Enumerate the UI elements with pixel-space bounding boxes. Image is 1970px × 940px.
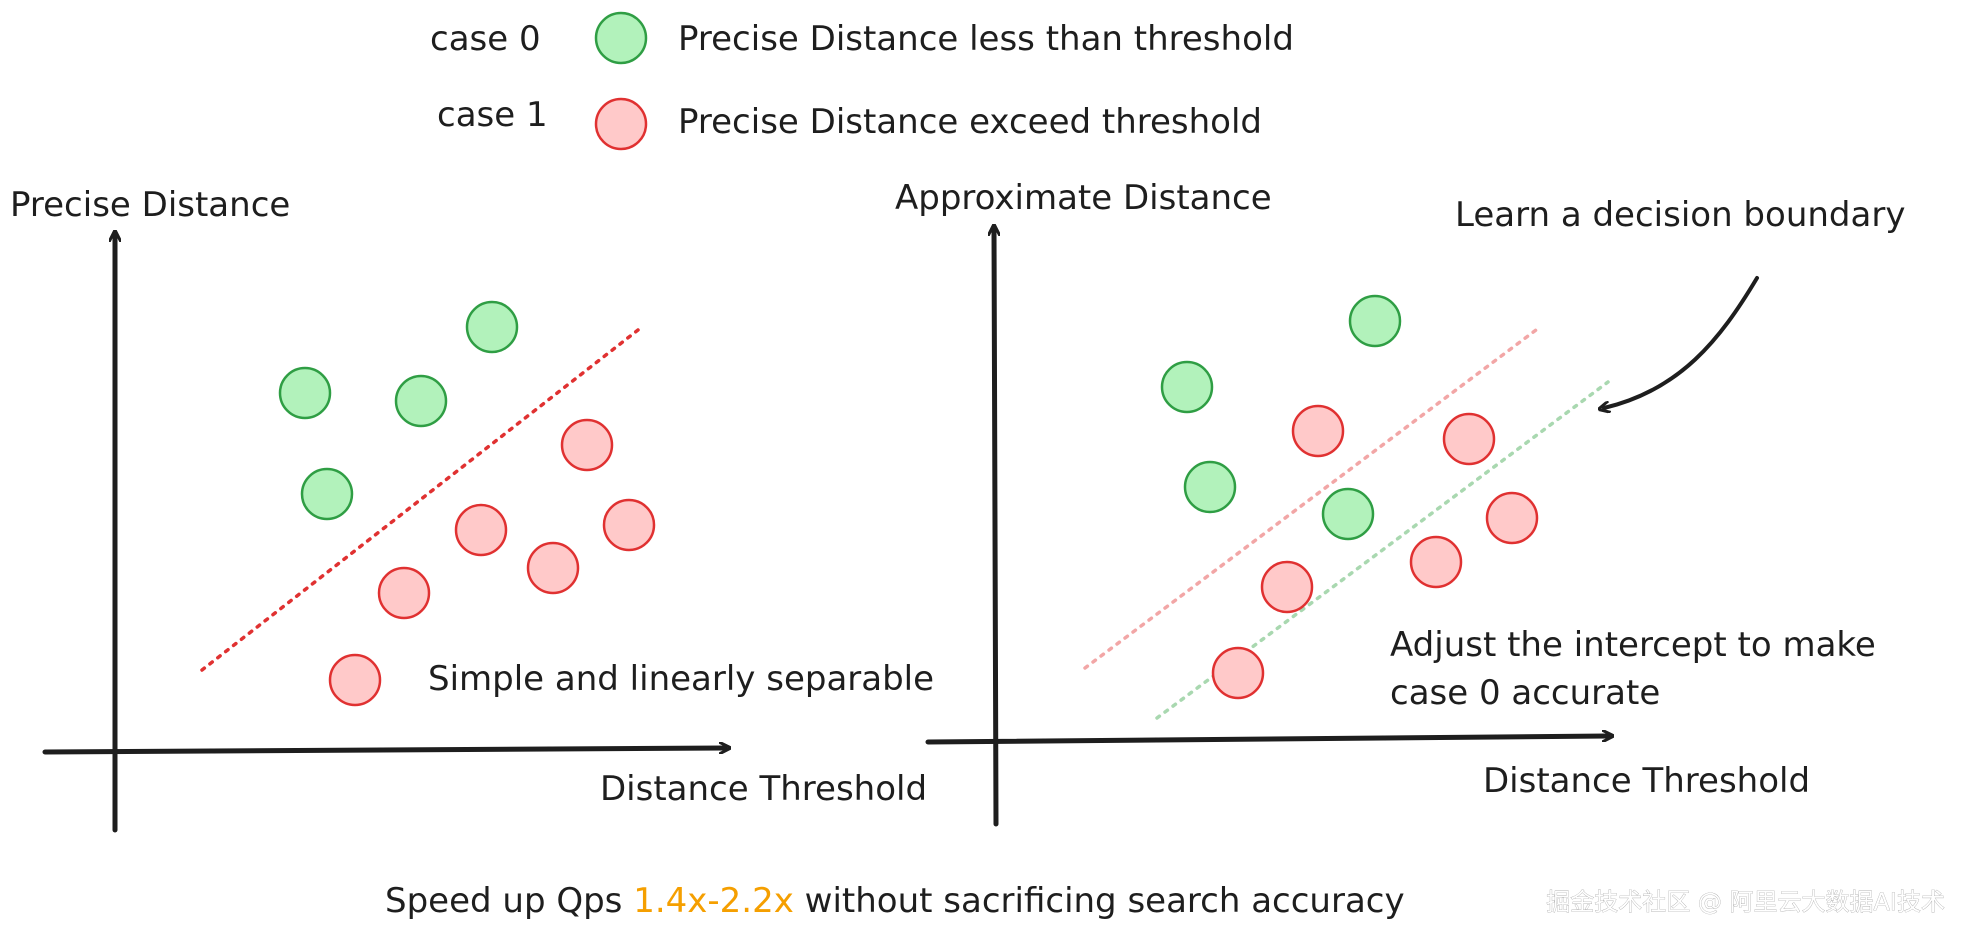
left-green-point [300, 467, 354, 521]
left-red-point [602, 498, 656, 552]
footer-text-before: Speed up Qps [385, 881, 633, 921]
right-red-point [1409, 535, 1463, 589]
right-annotation-top: Learn a decision boundary [1455, 195, 1905, 235]
right-red-point [1291, 404, 1345, 458]
decision-boundary-pointer-arrow [1604, 276, 1759, 408]
right-red-point [1211, 646, 1265, 700]
footer-highlight-speedup: 1.4x-2.2x [633, 881, 794, 921]
left-red-point [377, 566, 431, 620]
right-x-axis-label: Distance Threshold [1483, 761, 1810, 801]
left-decision-boundary [200, 328, 640, 672]
right-green-point [1348, 294, 1402, 348]
right-original-boundary [1083, 328, 1538, 670]
left-red-point [526, 541, 580, 595]
left-red-point [454, 503, 508, 557]
left-green-point [465, 300, 519, 354]
left-green-point [278, 366, 332, 420]
right-green-point [1160, 360, 1214, 414]
left-plot: Precise Distance Distance Threshold Simp… [10, 185, 934, 833]
legend-case-0-description: Precise Distance less than threshold [678, 19, 1294, 59]
legend-case-1-description: Precise Distance exceed threshold [678, 102, 1262, 142]
watermark-text: 掘金技术社区 @ 阿里云大数据AI技术 [1546, 888, 1945, 916]
right-annotation-bottom-line1: Adjust the intercept to make [1390, 625, 1876, 665]
right-red-point [1485, 491, 1539, 545]
footer-caption: Speed up Qps 1.4x-2.2x without sacrifici… [385, 881, 1405, 921]
right-red-point [1260, 560, 1314, 614]
right-green-point [1183, 460, 1237, 514]
right-green-point [1321, 487, 1375, 541]
right-y-axis-label: Approximate Distance [895, 178, 1272, 218]
right-x-axis [925, 736, 1608, 745]
left-red-point [328, 653, 382, 707]
left-green-point [394, 374, 448, 428]
legend-case-0-green-circle [594, 11, 648, 65]
legend-case-1-label: case 1 [437, 95, 548, 135]
legend: case 0 Precise Distance less than thresh… [430, 11, 1294, 151]
left-x-axis-label: Distance Threshold [600, 769, 927, 809]
left-red-point [560, 418, 614, 472]
legend-case-0-label: case 0 [430, 19, 541, 59]
right-red-point [1442, 412, 1496, 466]
right-y-axis [994, 230, 996, 827]
footer-text-after: without sacrificing search accuracy [794, 881, 1405, 921]
left-y-axis-label: Precise Distance [10, 185, 290, 225]
right-plot: Approximate Distance Distance Threshold … [895, 178, 1905, 827]
left-x-axis [42, 748, 725, 755]
legend-case-1-red-circle [594, 97, 648, 151]
right-annotation-bottom-line2: case 0 accurate [1390, 673, 1660, 713]
left-plot-note: Simple and linearly separable [428, 659, 934, 699]
